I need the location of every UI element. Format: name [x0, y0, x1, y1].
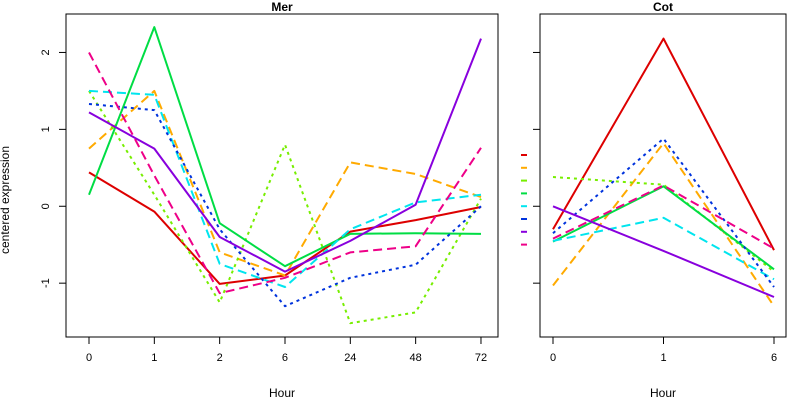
series-line: [552, 142, 775, 307]
x-tick-label: 48: [410, 352, 422, 364]
x-tick-label: 1: [151, 352, 157, 364]
series-line: [552, 216, 775, 281]
series-line: [88, 52, 482, 295]
panel-cot: Cot Hour 0 1 6: [533, 0, 787, 400]
x-tick-label: 72: [475, 352, 487, 364]
y-axis-label: centered expression: [0, 146, 12, 254]
series-color-markers: [521, 154, 527, 246]
x-tick-label: 2: [217, 352, 223, 364]
axis-ticks-mer: 0 1 2 6 24 48 72 -1 0 1 2: [40, 49, 487, 364]
x-tick-label: 0: [86, 352, 92, 364]
y-tick-label: 0: [40, 203, 52, 209]
x-axis-label-cot: Hour: [650, 386, 676, 400]
x-axis-label-mer: Hour: [269, 386, 295, 400]
y-tick-label: 2: [40, 49, 52, 55]
panel-title-cot: Cot: [653, 0, 673, 14]
series-line: [88, 103, 482, 308]
axis-ticks-cot: 0 1 6: [533, 51, 777, 364]
x-tick-label: 1: [660, 352, 666, 364]
series-line: [88, 38, 482, 273]
y-tick-label: -1: [40, 278, 52, 288]
series-line: [88, 89, 482, 288]
series-line: [552, 205, 775, 298]
y-tick-label: 1: [40, 126, 52, 132]
series-line: [552, 185, 775, 271]
x-tick-label: 24: [344, 352, 356, 364]
series-lines-mer: [88, 26, 482, 325]
x-tick-label: 6: [771, 352, 777, 364]
series-line: [88, 89, 482, 277]
series-lines-cot: [552, 37, 775, 307]
series-line: [88, 26, 482, 268]
x-tick-label: 6: [282, 352, 288, 364]
plot-frame-mer: [65, 13, 499, 338]
x-tick-label: 0: [550, 352, 556, 364]
panel-mer: Mer Hour centered expression 0 1 2 6 24 48 72 -…: [0, 0, 499, 400]
series-line: [552, 37, 775, 251]
plot-frame-cot: [539, 13, 787, 338]
series-line: [552, 137, 775, 288]
panel-title-mer: Mer: [271, 0, 293, 14]
